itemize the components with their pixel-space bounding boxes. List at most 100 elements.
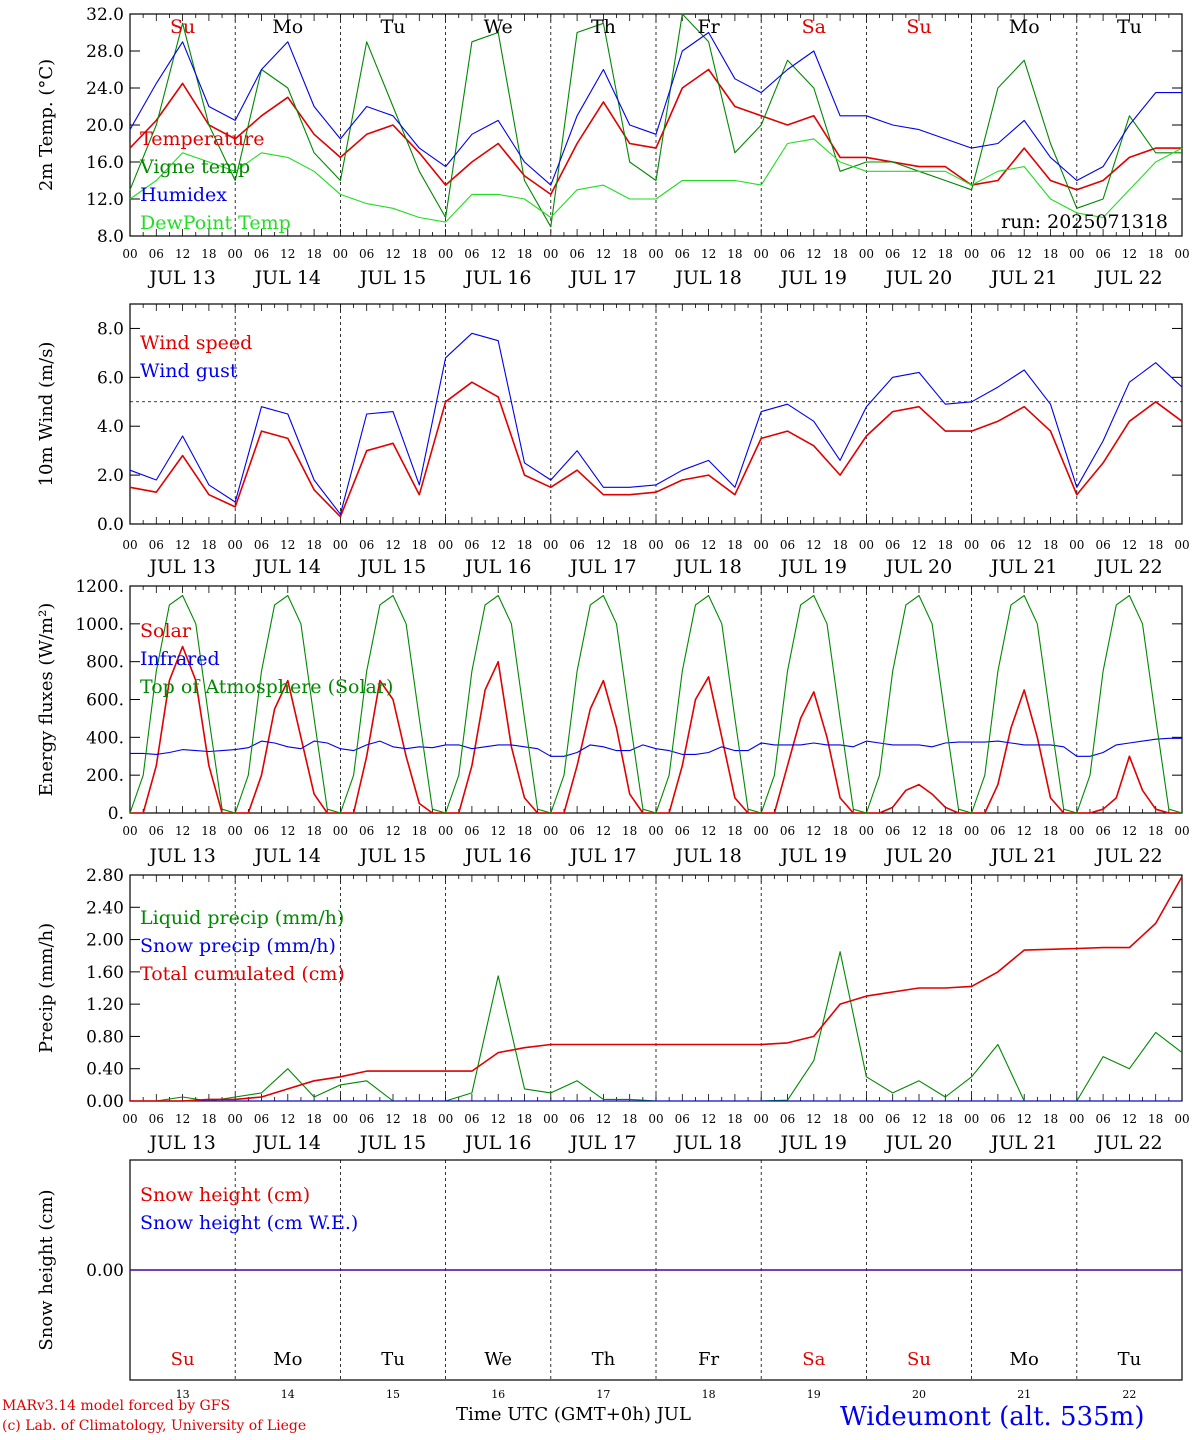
y-tick-label: 12.0 [86,190,124,210]
y-tick-label: 600. [86,691,124,711]
hour-tick-label: 12 [491,1112,506,1126]
hour-tick-label: 06 [675,1112,690,1126]
date-label: JUL 21 [989,1132,1057,1154]
y-axis-label: 2m Temp. (°C) [36,59,57,191]
hour-tick-label: 00 [1174,247,1189,261]
date-label: JUL 19 [779,267,847,289]
hour-tick-label: 06 [885,247,900,261]
hour-tick-label: 12 [1122,538,1137,552]
y-tick-label: 200. [86,766,124,786]
date-label: JUL 17 [568,1132,636,1154]
hour-tick-label: 18 [938,1112,953,1126]
header-day-label: We [484,16,513,38]
hour-tick-label: 12 [1122,824,1137,838]
hour-tick-label: 12 [280,1112,295,1126]
date-label: JUL 16 [463,1132,531,1154]
hour-tick-label: 18 [517,247,532,261]
date-label: JUL 21 [989,267,1057,289]
hour-tick-label: 12 [280,538,295,552]
y-tick-label: 0.80 [86,1027,124,1047]
hour-tick-label: 18 [517,824,532,838]
hour-tick-label: 00 [1069,1112,1084,1126]
hour-tick-label: 06 [359,247,374,261]
date-label: JUL 16 [463,845,531,867]
hour-tick-label: 18 [201,1112,216,1126]
date-label: JUL 20 [884,1132,952,1154]
series-line-vigne-temp [129,13,1182,228]
y-tick-label: 2.0 [97,466,124,486]
hour-tick-label: 12 [1122,1112,1137,1126]
hour-tick-label: 18 [832,824,847,838]
date-label: JUL 15 [358,556,426,578]
date-label: JUL 14 [253,267,321,289]
y-axis-label: Snow height (cm) [36,1189,57,1350]
y-tick-label: 1.20 [86,995,124,1015]
hour-tick-label: 12 [491,247,506,261]
hour-tick-label: 18 [622,538,637,552]
hour-tick-label: 00 [648,538,663,552]
hour-tick-label: 12 [806,824,821,838]
hour-tick-label: 18 [832,1112,847,1126]
hour-tick-label: 00 [964,247,979,261]
hour-tick-label: 12 [596,1112,611,1126]
hour-tick-label: 18 [412,1112,427,1126]
day-name-label: Th [592,1349,616,1370]
hour-tick-label: 00 [648,824,663,838]
hour-tick-label: 06 [990,538,1005,552]
legend-entry: Snow precip (mm/h) [140,935,336,957]
hour-tick-label: 00 [438,538,453,552]
hour-tick-label: 06 [675,538,690,552]
hour-tick-label: 06 [149,247,164,261]
hour-tick-label: 18 [412,247,427,261]
hour-tick-label: 00 [1174,1112,1189,1126]
hour-tick-label: 06 [464,538,479,552]
day-number-label: 16 [491,1388,505,1401]
hour-tick-label: 00 [964,824,979,838]
hour-tick-label: 00 [333,247,348,261]
hour-tick-label: 18 [622,247,637,261]
legend-entry: DewPoint Temp [140,212,291,234]
legend-entry: Liquid precip (mm/h) [140,907,344,929]
date-label: JUL 14 [253,556,321,578]
y-tick-label: 20.0 [86,116,124,136]
date-label: JUL 20 [884,556,952,578]
legend-entry: Humidex [140,184,227,206]
day-number-label: 21 [1017,1388,1031,1401]
date-label: JUL 18 [673,1132,741,1154]
hour-tick-label: 18 [306,1112,321,1126]
hour-tick-label: 06 [675,247,690,261]
hour-tick-label: 18 [201,824,216,838]
hour-tick-label: 00 [859,247,874,261]
hour-tick-label: 00 [859,1112,874,1126]
y-axis-label: Energy fluxes (W/m²) [36,603,57,797]
y-tick-label: 0. [108,804,124,824]
legend-entry: Total cumulated (cm) [140,963,345,985]
date-label: JUL 22 [1094,1132,1162,1154]
date-label: JUL 21 [989,845,1057,867]
date-label: JUL 22 [1094,556,1162,578]
day-name-label: Tu [381,1349,405,1370]
panel-precip: 00 06 12 18 00 06 12 18 00 06 12 18 00 06 12 18 00 06 12 18… [36,866,1190,1154]
hour-tick-label: 00 [1069,538,1084,552]
hour-tick-label: 00 [543,247,558,261]
hour-tick-label: 12 [806,1112,821,1126]
day-name-label: We [484,1349,512,1370]
hour-tick-label: 00 [543,824,558,838]
day-name-label: Mo [273,1349,302,1370]
date-label: JUL 15 [358,845,426,867]
legend-entry: Vigne temp [139,156,250,178]
series-line-top-of-atmosphere-solar [129,594,1183,814]
date-label: JUL 19 [779,845,847,867]
hour-tick-label: 06 [990,1112,1005,1126]
hour-tick-label: 18 [1148,538,1163,552]
hour-tick-label: 12 [911,538,926,552]
hour-tick-label: 12 [385,538,400,552]
header-day-label: Tu [1117,16,1142,38]
hour-tick-label: 06 [254,1112,269,1126]
hour-tick-label: 00 [543,538,558,552]
hour-tick-label: 18 [727,247,742,261]
date-label: JUL 15 [358,1132,426,1154]
hour-tick-label: 06 [990,247,1005,261]
hour-tick-label: 12 [175,824,190,838]
hour-tick-label: 18 [517,538,532,552]
